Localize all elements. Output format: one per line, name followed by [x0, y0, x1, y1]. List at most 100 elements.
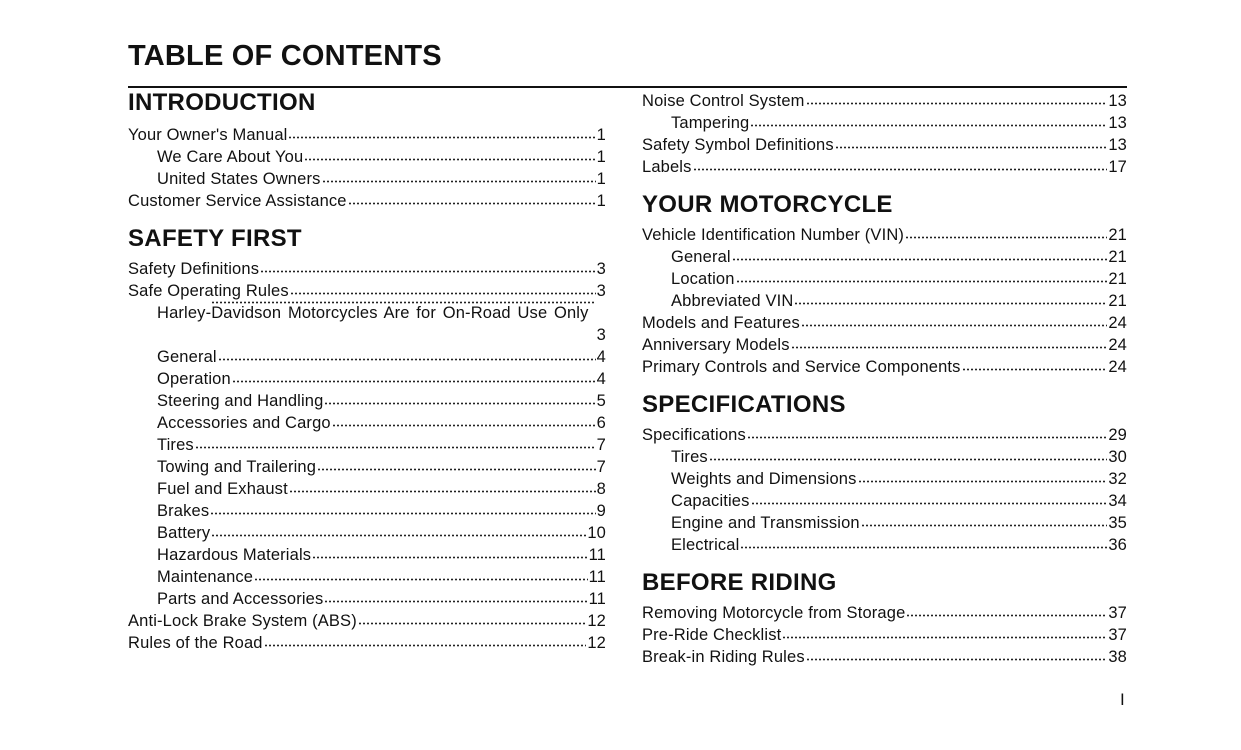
- toc-entry-page: 24: [1108, 358, 1127, 376]
- toc-entry-page: 34: [1108, 492, 1127, 510]
- toc-entry-page: 35: [1108, 514, 1127, 532]
- dot-leader: [254, 578, 588, 581]
- toc-entry[interactable]: Engine and Transmission 35: [642, 512, 1127, 534]
- toc-entry-page: 11: [588, 546, 606, 564]
- toc-entry-title: Tires: [157, 436, 194, 454]
- toc-entry[interactable]: Brakes 9: [128, 500, 606, 522]
- toc-entry[interactable]: Your Owner's Manual 1: [128, 124, 606, 146]
- toc-entry[interactable]: Accessories and Cargo 6: [128, 412, 606, 434]
- dot-leader: [805, 658, 1108, 661]
- toc-entry[interactable]: Tires 30: [642, 446, 1127, 468]
- toc-entry-page: 1: [596, 148, 606, 166]
- toc-entry-title: Tires: [671, 448, 708, 466]
- toc-entry-page: 1: [596, 126, 606, 144]
- toc-entry[interactable]: Break-in Riding Rules 38: [642, 646, 1127, 668]
- page-title: TABLE OF CONTENTS: [128, 40, 442, 72]
- toc-entry-title: Weights and Dimensions: [671, 470, 857, 488]
- toc-entry[interactable]: Towing and Trailering 7: [128, 456, 606, 478]
- toc-entry-page: 3: [596, 326, 606, 344]
- toc-entry-page: 5: [596, 392, 606, 410]
- dot-leader: [231, 380, 596, 383]
- toc-entry[interactable]: Maintenance 11: [128, 566, 606, 588]
- toc-entry-title: Maintenance: [157, 568, 254, 586]
- toc-entry-title: We Care About You: [157, 148, 304, 166]
- dot-leader: [331, 424, 596, 427]
- toc-entry-page: 36: [1108, 536, 1127, 554]
- dot-leader: [800, 324, 1108, 327]
- toc-entry-page: 6: [596, 414, 606, 432]
- toc-entry-page: 13: [1108, 136, 1127, 154]
- toc-entry[interactable]: Customer Service Assistance 1: [128, 190, 606, 212]
- page-number: I: [1120, 690, 1125, 709]
- toc-section-entries: Safety Definitions 3 Safe Operating Rules 3…: [128, 258, 606, 654]
- toc-entry-page: 12: [587, 612, 606, 630]
- toc-entry[interactable]: Capacities 34: [642, 490, 1127, 512]
- dot-leader: [324, 600, 588, 603]
- dot-leader: [289, 292, 596, 295]
- dot-leader: [961, 368, 1108, 371]
- toc-entry-title: Rules of the Road: [128, 634, 263, 652]
- toc-entry[interactable]: Location 21: [642, 268, 1127, 290]
- dot-leader: [324, 402, 596, 405]
- toc-entry[interactable]: Rules of the Road 12: [128, 632, 606, 654]
- toc-entry-page: 37: [1108, 626, 1127, 644]
- toc-entry[interactable]: Primary Controls and Service Components 2…: [642, 356, 1127, 378]
- toc-entry[interactable]: We Care About You 1: [128, 146, 606, 168]
- toc-entry[interactable]: Anniversary Models 24: [642, 334, 1127, 356]
- dot-leader: [288, 136, 596, 139]
- toc-entry[interactable]: Fuel and Exhaust 8: [128, 478, 606, 500]
- toc-entry[interactable]: Vehicle Identification Number (VIN) 21: [642, 224, 1127, 246]
- toc-entry-page: 13: [1108, 114, 1127, 132]
- toc-entry[interactable]: Noise Control System 13: [642, 90, 1127, 112]
- toc-entry[interactable]: Harley-Davidson Motorcycles Are for On-R…: [128, 301, 606, 346]
- toc-entry-title: Pre-Ride Checklist: [642, 626, 782, 644]
- toc-entry[interactable]: Battery 10: [128, 522, 606, 544]
- toc-entry[interactable]: Hazardous Materials 11: [128, 544, 606, 566]
- toc-entry[interactable]: Operation 4: [128, 368, 606, 390]
- section-heading: BEFORE RIDING: [642, 569, 837, 596]
- toc-entry[interactable]: Anti-Lock Brake System (ABS) 12: [128, 610, 606, 632]
- toc-entry[interactable]: General 21: [642, 246, 1127, 268]
- toc-entry-page: 30: [1108, 448, 1127, 466]
- toc-entry-title: General: [671, 248, 731, 266]
- toc-entry[interactable]: Safety Symbol Definitions 13: [642, 134, 1127, 156]
- toc-entry-title: Safety Definitions: [128, 260, 260, 278]
- toc-entry[interactable]: Weights and Dimensions 32: [642, 468, 1127, 490]
- toc-entry-title: Abbreviated VIN: [671, 292, 794, 310]
- toc-entry[interactable]: United States Owners 1: [128, 168, 606, 190]
- toc-entry-title: Parts and Accessories: [157, 590, 324, 608]
- toc-entry[interactable]: Abbreviated VIN 21: [642, 290, 1127, 312]
- toc-entry-title: Tampering: [671, 114, 750, 132]
- toc-entry-title: Hazardous Materials: [157, 546, 312, 564]
- toc-entry[interactable]: Electrical 36: [642, 534, 1127, 556]
- toc-entry[interactable]: Parts and Accessories 11: [128, 588, 606, 610]
- toc-entry-title: Brakes: [157, 502, 210, 520]
- toc-entry-title: Noise Control System: [642, 92, 805, 110]
- toc-entry-title: Electrical: [671, 536, 740, 554]
- toc-entry-title: Customer Service Assistance: [128, 192, 347, 210]
- toc-entry[interactable]: Safe Operating Rules 3: [128, 280, 606, 302]
- toc-entry[interactable]: Tires 7: [128, 434, 606, 456]
- toc-entry[interactable]: Safety Definitions 3: [128, 258, 606, 280]
- toc-entry-title: Break-in Riding Rules: [642, 648, 805, 666]
- toc-entry[interactable]: Specifications 29: [642, 424, 1127, 446]
- toc-entry[interactable]: Steering and Handling 5: [128, 390, 606, 412]
- toc-entry-title: United States Owners: [157, 170, 321, 188]
- toc-entry-page: 1: [596, 170, 606, 188]
- toc-column-left: INTRODUCTION Your Owner's Manual 1 We Care …: [128, 88, 606, 666]
- toc-entry[interactable]: General 4: [128, 346, 606, 368]
- toc-entry-page: 21: [1108, 270, 1127, 288]
- dot-leader: [317, 468, 596, 471]
- toc-entry[interactable]: Pre-Ride Checklist 37: [642, 624, 1127, 646]
- toc-entry[interactable]: Labels 17: [642, 156, 1127, 178]
- dot-leader: [790, 346, 1108, 349]
- toc-entry-page: 3: [596, 260, 606, 278]
- section-heading: SAFETY FIRST: [128, 225, 302, 252]
- dot-leader: [782, 636, 1108, 639]
- toc-entry[interactable]: Models and Features 24: [642, 312, 1127, 334]
- toc-entry[interactable]: Tampering 13: [642, 112, 1127, 134]
- toc-entry-title: Towing and Trailering: [157, 458, 317, 476]
- dot-leader: [263, 644, 587, 647]
- dot-leader: [312, 556, 588, 559]
- toc-entry[interactable]: Removing Motorcycle from Storage 37: [642, 602, 1127, 624]
